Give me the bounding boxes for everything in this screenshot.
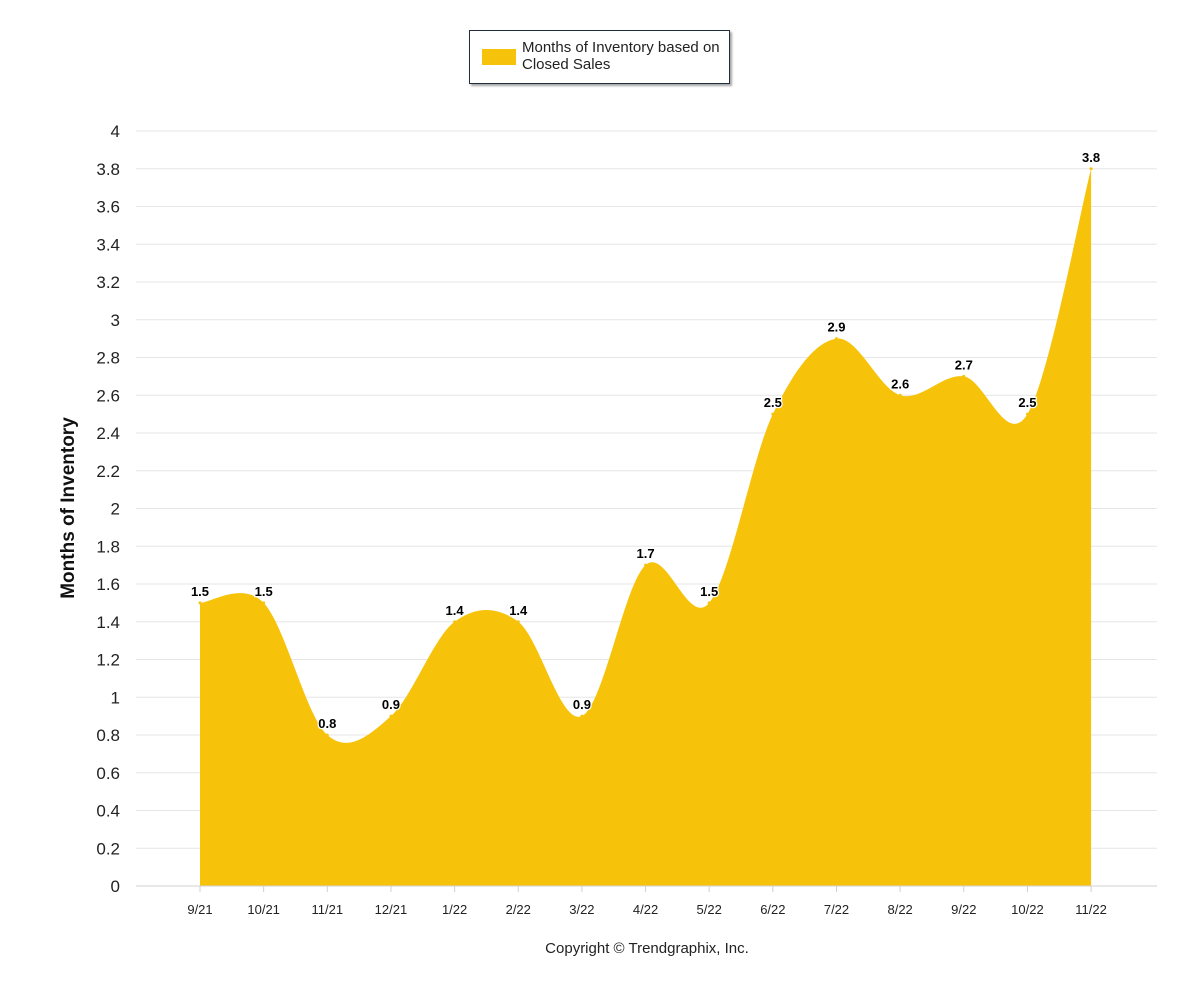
data-label: 2.7 (955, 357, 973, 372)
x-tick-label: 6/22 (760, 902, 785, 917)
x-tick-label: 9/22 (951, 902, 976, 917)
data-point[interactable] (453, 620, 457, 624)
x-tick-label: 9/21 (187, 902, 212, 917)
x-tick-label: 3/22 (569, 902, 594, 917)
data-label: 1.4 (446, 603, 465, 618)
y-tick-label: 1 (111, 688, 120, 707)
x-tick-label: 10/21 (247, 902, 280, 917)
y-tick-label: 4 (111, 122, 120, 141)
data-label: 1.4 (509, 603, 528, 618)
data-point[interactable] (962, 374, 966, 378)
data-point[interactable] (644, 563, 648, 567)
data-point[interactable] (707, 601, 711, 605)
legend-label: Months of Inventory based on Closed Sale… (522, 39, 720, 73)
data-point[interactable] (1025, 412, 1029, 416)
data-label: 0.8 (318, 716, 336, 731)
x-tick-label: 10/22 (1011, 902, 1044, 917)
y-tick-label: 2 (111, 500, 120, 519)
data-label: 1.5 (700, 584, 718, 599)
data-label: 2.5 (1018, 395, 1036, 410)
y-tick-label: 2.6 (96, 386, 120, 405)
x-tick-label: 7/22 (824, 902, 849, 917)
copyright-text: Copyright © Trendgraphix, Inc. (545, 940, 749, 957)
y-tick-label: 3 (111, 311, 120, 330)
y-tick-label: 2.8 (96, 349, 120, 368)
data-point[interactable] (835, 337, 838, 341)
y-tick-label: 1.6 (96, 575, 120, 594)
y-tick-label: 3.2 (96, 273, 120, 292)
x-tick-label: 4/22 (633, 902, 658, 917)
data-point[interactable] (1089, 167, 1093, 171)
data-point[interactable] (898, 393, 902, 397)
legend-swatch (482, 49, 516, 65)
data-point[interactable] (325, 733, 329, 737)
x-tick-label: 1/22 (442, 902, 467, 917)
y-tick-label: 0.6 (96, 764, 120, 783)
y-tick-label: 3.6 (96, 198, 120, 217)
data-point[interactable] (262, 601, 266, 605)
x-tick-label: 11/21 (312, 902, 344, 917)
data-label: 2.6 (891, 376, 909, 391)
data-label: 2.9 (827, 320, 845, 335)
y-tick-label: 0 (111, 877, 120, 896)
y-tick-label: 0.4 (96, 802, 120, 821)
y-axis-title: Months of Inventory (58, 417, 79, 599)
y-tick-label: 3.4 (96, 235, 120, 254)
x-tick-label: 12/21 (375, 902, 408, 917)
data-label: 3.8 (1082, 150, 1100, 165)
data-point[interactable] (198, 601, 202, 605)
data-point[interactable] (771, 412, 775, 416)
data-label: 0.9 (382, 697, 400, 712)
data-label: 1.5 (191, 584, 209, 599)
series-area (200, 168, 1092, 886)
y-tick-label: 2.2 (96, 462, 120, 481)
legend[interactable]: Months of Inventory based on Closed Sale… (469, 30, 730, 84)
x-tick-label: 8/22 (887, 902, 912, 917)
y-tick-label: 3.8 (96, 160, 120, 179)
y-tick-label: 0.2 (96, 839, 120, 858)
data-label: 2.5 (764, 395, 782, 410)
y-tick-label: 1.4 (96, 613, 120, 632)
y-tick-label: 1.2 (96, 651, 120, 670)
data-label: 1.5 (255, 584, 273, 599)
x-tick-label: 11/22 (1075, 902, 1107, 917)
data-point[interactable] (516, 620, 520, 624)
data-label: 1.7 (637, 546, 655, 561)
x-tick-label: 2/22 (506, 902, 531, 917)
data-label: 0.9 (573, 697, 591, 712)
y-tick-label: 2.4 (96, 424, 120, 443)
x-tick-label: 5/22 (697, 902, 722, 917)
y-tick-label: 1.8 (96, 537, 120, 556)
data-point[interactable] (580, 714, 584, 718)
data-point[interactable] (389, 714, 393, 718)
y-tick-label: 0.8 (96, 726, 120, 745)
